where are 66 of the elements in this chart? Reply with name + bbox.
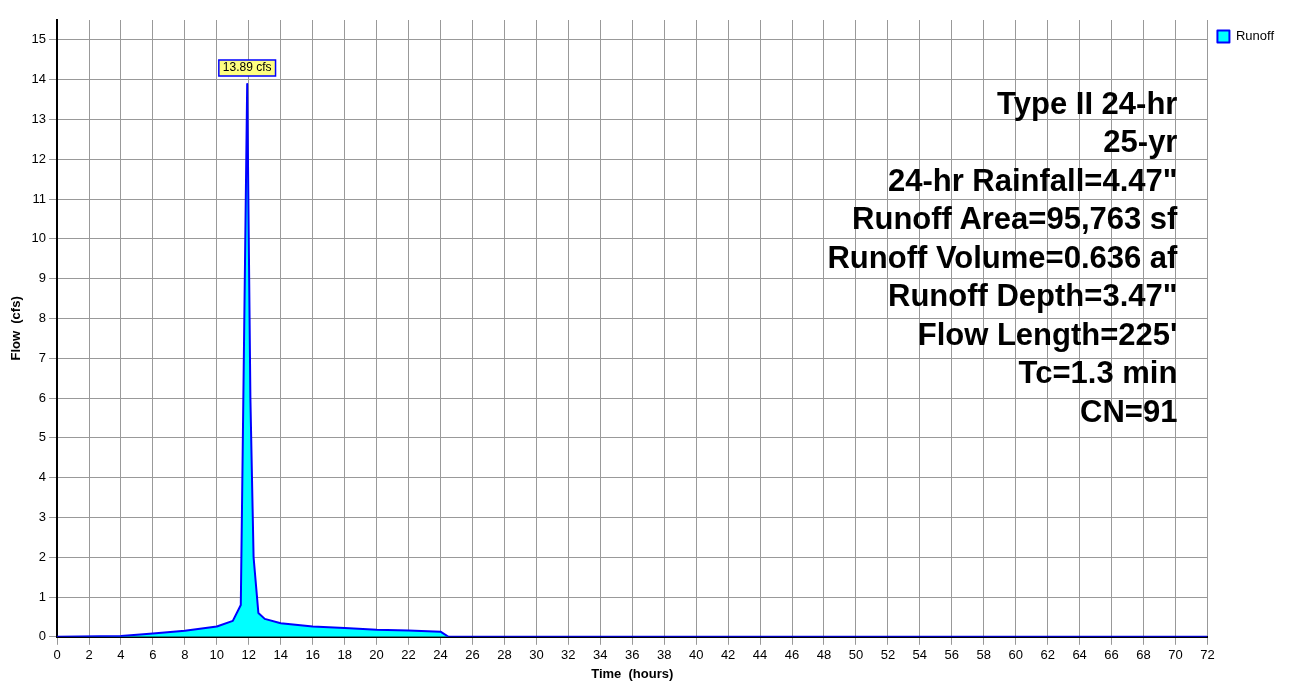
annotation: CN=91 bbox=[1080, 393, 1178, 429]
x-tick-label: 14 bbox=[273, 647, 288, 663]
x-tick-label: 54 bbox=[912, 647, 928, 663]
x-tick-label: 16 bbox=[305, 647, 320, 663]
x-tick-label: 4 bbox=[117, 647, 125, 663]
y-tick-label: 10 bbox=[31, 230, 47, 246]
x-axis-title: Time (hours) bbox=[591, 665, 674, 681]
annotation: Flow Length=225' bbox=[917, 316, 1178, 352]
x-tick-label: 42 bbox=[720, 647, 736, 663]
y-tick-label: 6 bbox=[38, 389, 47, 405]
annotation: Runoff Area=95,763 sf bbox=[852, 201, 1179, 237]
annotation: 25-yr bbox=[1103, 124, 1178, 160]
x-tick-label: 44 bbox=[752, 647, 768, 663]
x-tick-label: 8 bbox=[181, 647, 189, 663]
y-tick-label: 8 bbox=[38, 310, 47, 326]
annotation: Runoff Depth=3.47" bbox=[888, 278, 1178, 314]
x-tick-label: 46 bbox=[784, 647, 800, 663]
x-tick-label: 32 bbox=[561, 647, 576, 663]
annotation: 13.89 cfs bbox=[222, 60, 272, 75]
x-tick-label: 22 bbox=[401, 647, 416, 663]
y-axis-title: Flow (cfs) bbox=[8, 296, 24, 361]
x-tick-label: 30 bbox=[529, 647, 544, 663]
y-tick-label: 14 bbox=[31, 71, 47, 87]
y-tick-label: 15 bbox=[31, 31, 47, 47]
annotation: Runoff Volume=0.636 af bbox=[827, 239, 1179, 275]
x-tick-label: 68 bbox=[1136, 647, 1151, 663]
x-tick-label: 18 bbox=[337, 647, 352, 663]
annotation: 24-hr Rainfall=4.47" bbox=[887, 162, 1178, 198]
x-tick-label: 52 bbox=[880, 647, 896, 663]
x-tick-label: 28 bbox=[497, 647, 512, 663]
x-tick-label: 20 bbox=[369, 647, 384, 663]
x-tick-label: 36 bbox=[625, 647, 640, 663]
x-tick-label: 12 bbox=[241, 647, 257, 663]
y-tick-label: 3 bbox=[38, 509, 47, 524]
y-tick-label: 13 bbox=[31, 111, 47, 127]
x-tick-label: 26 bbox=[465, 647, 480, 663]
y-tick-label: 11 bbox=[32, 190, 47, 206]
y-tick-label: 9 bbox=[38, 270, 47, 286]
x-tick-label: 38 bbox=[656, 647, 672, 663]
annotation: Type II 24-hr bbox=[997, 85, 1178, 121]
x-tick-label: 10 bbox=[209, 647, 225, 663]
x-tick-label: 64 bbox=[1072, 647, 1087, 663]
x-tick-label: 66 bbox=[1104, 647, 1119, 663]
y-tick-label: 4 bbox=[38, 469, 47, 485]
x-tick-label: 60 bbox=[1008, 647, 1023, 663]
y-tick-label: 1 bbox=[38, 588, 47, 604]
x-tick-label: 6 bbox=[149, 647, 157, 663]
x-tick-label: 2 bbox=[85, 647, 93, 663]
x-tick-label: 24 bbox=[433, 647, 448, 663]
x-tick-label: 70 bbox=[1168, 647, 1183, 663]
x-tick-label: 40 bbox=[688, 647, 704, 663]
legend-label: Runoff bbox=[1235, 28, 1275, 44]
x-tick-label: 48 bbox=[816, 647, 832, 663]
x-tick-label: 72 bbox=[1200, 647, 1215, 663]
x-tick-label: 50 bbox=[848, 647, 864, 663]
y-tick-label: 0 bbox=[38, 628, 47, 644]
x-tick-label: 56 bbox=[944, 647, 960, 663]
x-tick-label: 0 bbox=[53, 647, 61, 663]
y-tick-label: 5 bbox=[38, 429, 47, 445]
x-tick-label: 58 bbox=[976, 647, 991, 663]
x-tick-label: 34 bbox=[593, 647, 608, 663]
y-tick-label: 7 bbox=[38, 349, 47, 365]
annotation: Tc=1.3 min bbox=[1018, 355, 1178, 391]
y-tick-label: 2 bbox=[38, 548, 47, 564]
x-tick-label: 62 bbox=[1040, 647, 1055, 663]
y-tick-label: 12 bbox=[31, 150, 47, 166]
